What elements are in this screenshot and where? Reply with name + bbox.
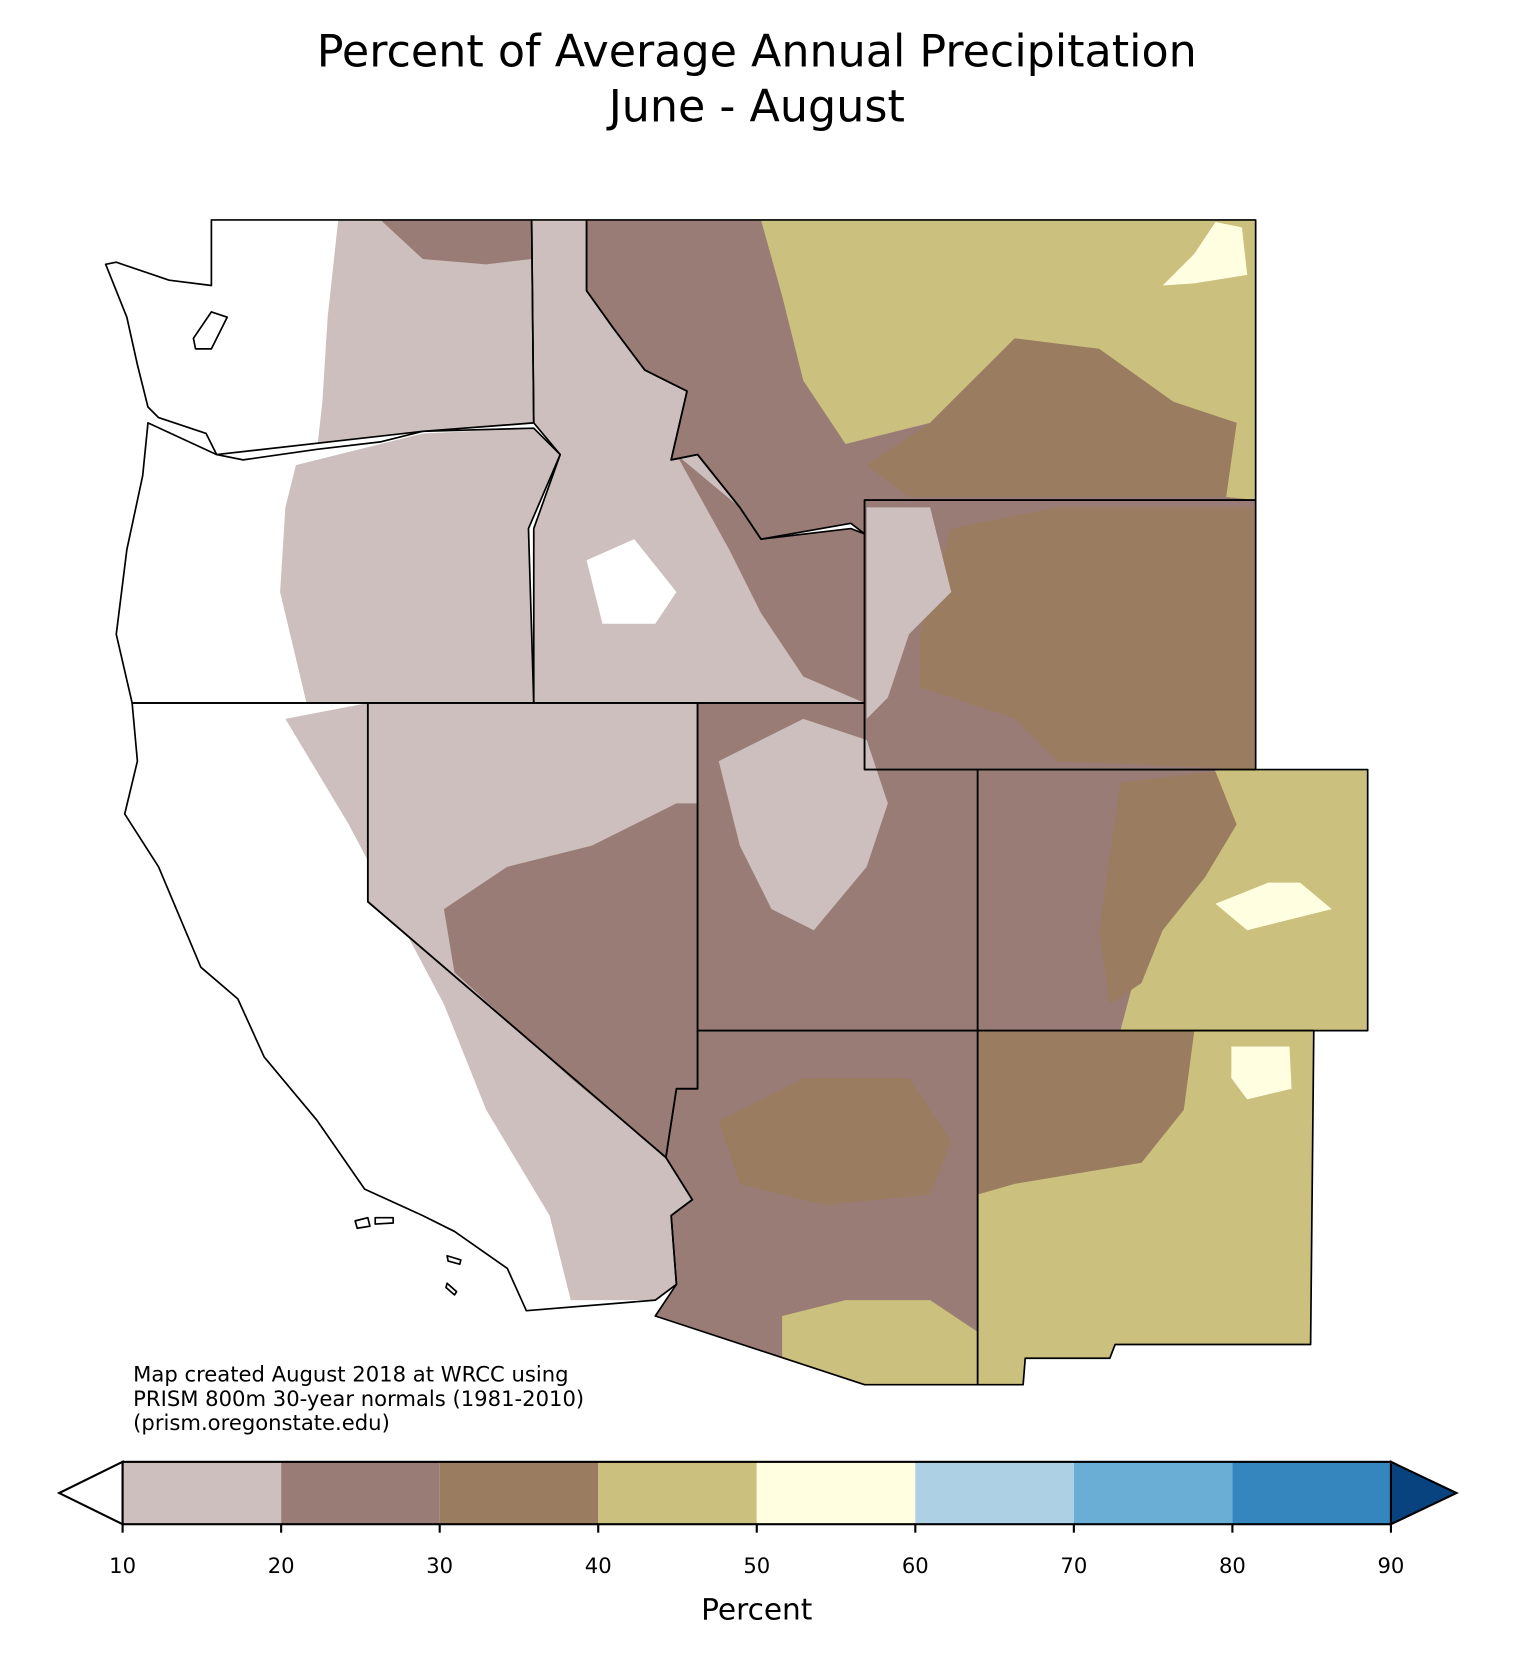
state-border: [976, 1029, 1315, 1386]
region: [1162, 222, 1248, 286]
map: [104, 219, 1369, 1386]
colorbar-tick-label: 20: [268, 1553, 295, 1578]
colorbar-segment: [915, 1461, 1074, 1525]
colorbar-tick-label: 40: [585, 1553, 612, 1578]
region: [782, 1300, 978, 1385]
region: [866, 338, 1237, 497]
region: [919, 507, 1256, 770]
region: [443, 803, 698, 1158]
colorbar-label: Percent: [701, 1592, 812, 1626]
region: [1215, 882, 1332, 931]
island: [446, 1254, 462, 1266]
region: [1099, 771, 1237, 1005]
state-border: [115, 422, 562, 704]
colorbar: 10 20 30 40 50 60 70 80 90: [56, 1460, 1459, 1578]
colorbar-over: [1389, 1460, 1459, 1526]
colorbar-under: [56, 1460, 124, 1526]
colorbar-tick-label: 70: [1060, 1553, 1087, 1578]
region: [866, 507, 952, 719]
region: [280, 428, 561, 703]
region: [676, 454, 865, 703]
region: [718, 1078, 952, 1206]
colorbar-segment: [122, 1461, 282, 1525]
region: [285, 702, 693, 1301]
region: [586, 539, 677, 624]
colorbar-segment: [598, 1461, 757, 1525]
colorbar-tick-label: 10: [109, 1553, 136, 1578]
state-border: [976, 768, 1369, 1032]
colorbar-segment: [281, 1461, 440, 1525]
colorbar-segment: [756, 1461, 916, 1525]
region: [977, 1030, 1195, 1195]
island: [445, 1282, 458, 1296]
colorbar-segment: [1232, 1461, 1391, 1525]
island: [354, 1216, 371, 1230]
colorbar-tick-label: 30: [426, 1553, 453, 1578]
colorbar-tick-label: 90: [1377, 1553, 1404, 1578]
title-line-1: Percent of Average Annual Precipitation: [317, 27, 1197, 78]
colorbar-tick-label: 50: [743, 1553, 770, 1578]
colorbar-segment: [1073, 1461, 1233, 1525]
note-line-1: Map created August 2018 at WRCC using: [133, 1362, 568, 1387]
note-line-2: PRISM 800m 30-year normals (1981-2010): [133, 1386, 584, 1411]
coastline: [192, 311, 229, 350]
colorbar-tick-label: 80: [1219, 1553, 1246, 1578]
state-border: [104, 219, 535, 461]
region: [761, 219, 1256, 501]
region: [1231, 1046, 1292, 1100]
region: [380, 219, 532, 265]
region: [317, 219, 534, 450]
colorbar-segment: [439, 1461, 599, 1525]
colorbar-tick-label: 60: [902, 1553, 929, 1578]
region: [718, 718, 888, 931]
island: [374, 1216, 395, 1225]
note-line-3: (prism.oregonstate.edu): [133, 1410, 390, 1435]
title-line-2: June - August: [606, 82, 905, 133]
